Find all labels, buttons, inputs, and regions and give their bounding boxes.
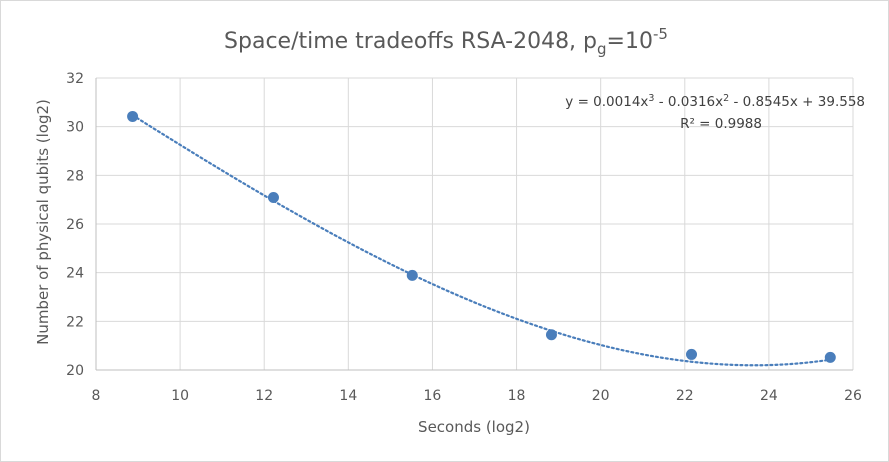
data-point bbox=[545, 329, 557, 341]
chart-title-subscript: g bbox=[597, 40, 607, 58]
data-point bbox=[686, 348, 698, 360]
x-tick-label: 20 bbox=[592, 388, 610, 404]
y-tick-label: 24 bbox=[66, 266, 84, 282]
y-tick-label: 28 bbox=[66, 168, 84, 184]
x-tick-label: 12 bbox=[255, 388, 273, 404]
trendline-equation: y = 0.0014x3 - 0.0316x2 - 0.8545x + 39.5… bbox=[565, 93, 865, 110]
x-axis-label: Seconds (log2) bbox=[418, 418, 530, 436]
x-tick-label: 22 bbox=[676, 388, 694, 404]
x-tick-label: 14 bbox=[339, 388, 357, 404]
x-tick-label: 24 bbox=[760, 388, 778, 404]
axes bbox=[95, 78, 853, 371]
chart-title-tail: =10 bbox=[607, 29, 653, 54]
y-tick-label: 26 bbox=[66, 217, 84, 233]
y-tick-label: 22 bbox=[66, 314, 84, 330]
chart-title-main: Space/time tradeoffs RSA-2048, p bbox=[224, 29, 597, 54]
data-point bbox=[267, 191, 279, 203]
data-point bbox=[127, 110, 139, 122]
y-tick-label: 32 bbox=[66, 71, 84, 87]
trendline-layer bbox=[131, 114, 832, 367]
trendline bbox=[131, 114, 832, 367]
data-point bbox=[824, 351, 836, 363]
x-tick-label: 8 bbox=[92, 388, 101, 404]
chart-title-superscript: -5 bbox=[653, 25, 668, 43]
y-tick-label: 20 bbox=[66, 363, 84, 379]
x-tick-label: 18 bbox=[508, 388, 526, 404]
tick-labels: 8 10 12 14 16 18 20 22 24 26 20 22 24 26 28 30 32 bbox=[66, 71, 862, 404]
y-axis-label: Number of physical qubits (log2) bbox=[34, 99, 52, 345]
data-point bbox=[406, 269, 418, 281]
chart-title: Space/time tradeoffs RSA-2048, pg=10-5 bbox=[224, 25, 668, 58]
y-tick-label: 30 bbox=[66, 120, 84, 136]
x-tick-label: 16 bbox=[424, 388, 442, 404]
x-tick-label: 26 bbox=[844, 388, 862, 404]
data-points bbox=[127, 110, 836, 363]
x-tick-label: 10 bbox=[171, 388, 189, 404]
trendline-r-squared: R² = 0.9988 bbox=[680, 116, 762, 132]
